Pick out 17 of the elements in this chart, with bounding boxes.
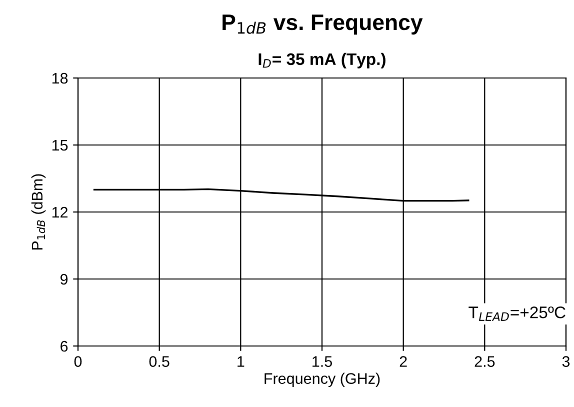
y-tick-label: 12 xyxy=(52,206,68,218)
x-tick-label: 0 xyxy=(74,356,82,367)
annotation: T$_{LEAD}$=+25ºC xyxy=(468,306,566,321)
y-tick-label: 6 xyxy=(60,340,68,352)
x-tick-label: 1.5 xyxy=(312,356,332,367)
y-axis-title: P$_{1dB}$ (dBm) xyxy=(31,174,46,250)
y-tick-label: 9 xyxy=(60,274,68,285)
x-tick-label: 0.5 xyxy=(149,356,170,367)
x-tick-label: 3 xyxy=(562,356,570,367)
x-axis-title: Frequency (GHz) xyxy=(264,372,380,387)
x-tick-label: 2.5 xyxy=(474,356,495,367)
chart-title: P$_{1dB}$ vs. Frequency xyxy=(222,14,423,35)
chart-subtitle: I$_{D}$= 35 mA (Typ.) xyxy=(258,52,386,68)
y-tick-label: 15 xyxy=(52,140,68,151)
x-tick-label: 1 xyxy=(238,356,244,367)
y-tick-label: 18 xyxy=(52,72,68,84)
x-tick-label: 2 xyxy=(400,356,407,367)
